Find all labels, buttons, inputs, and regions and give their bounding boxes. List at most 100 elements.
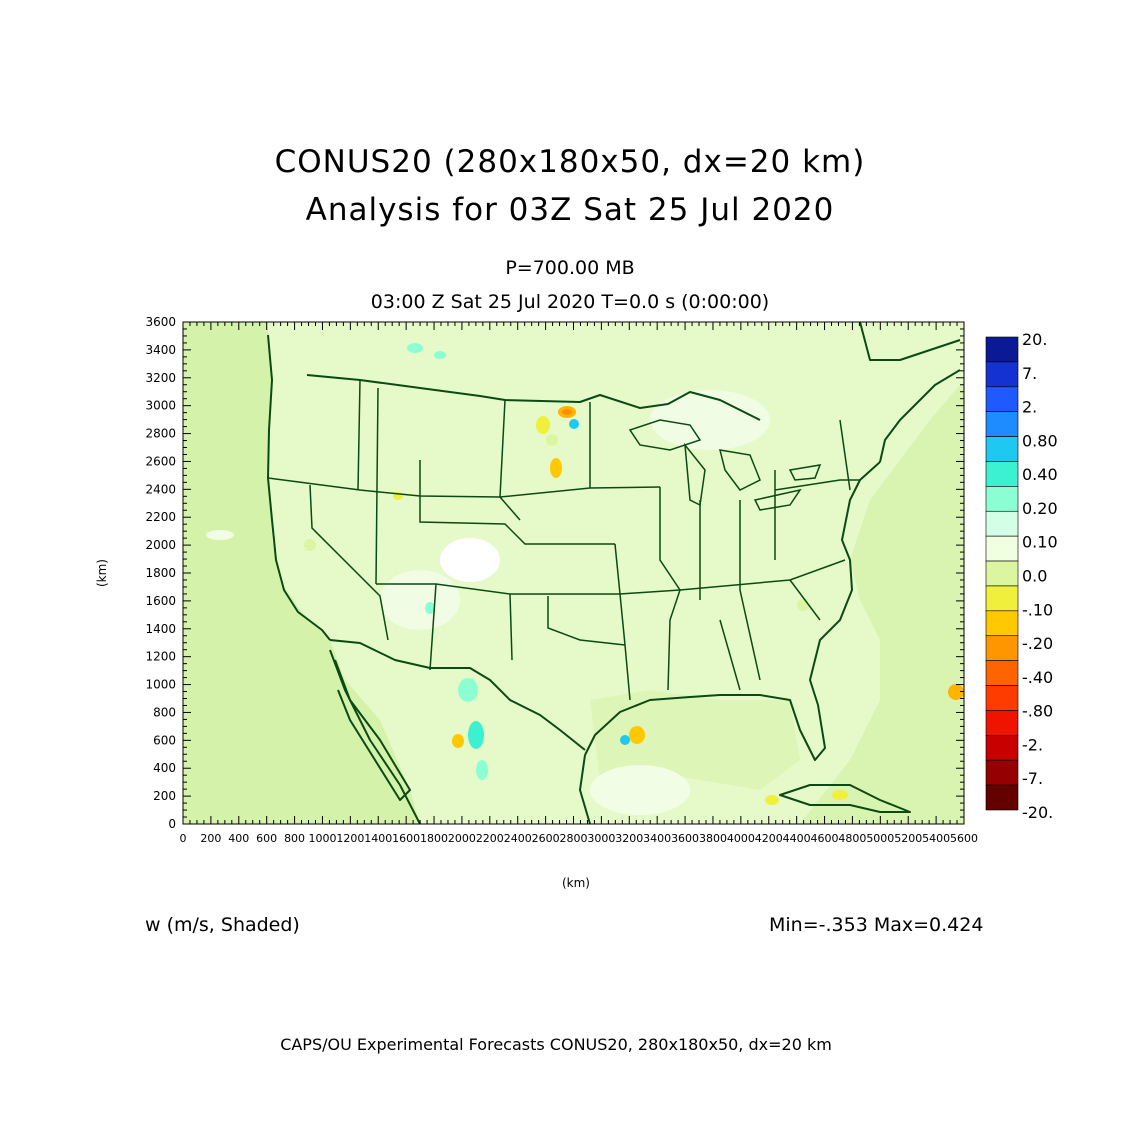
baja — [334, 659, 411, 801]
colorbar-swatch — [985, 486, 1019, 512]
great-lakes — [628, 419, 822, 511]
title-line-1: CONUS20 (280x180x50, dx=20 km) — [274, 144, 866, 180]
colorbar-swatch — [985, 735, 1019, 761]
x-tick-label: 3600 — [671, 832, 699, 845]
min-max-stats: Min=-.353 Max=0.424 — [769, 914, 984, 936]
colorbar-swatch — [985, 610, 1019, 637]
atlantic-ocean — [800, 322, 964, 824]
x-tick-label: 2400 — [504, 832, 532, 845]
colorbar-label: -20. — [1022, 803, 1053, 822]
x-tick-label: 1400 — [364, 832, 392, 845]
x-axis-label: (km) — [562, 876, 590, 890]
colorbar-swatch — [985, 436, 1019, 462]
cell — [407, 343, 423, 353]
x-tick-label: 4800 — [838, 832, 866, 845]
colorbar-swatch — [985, 560, 1019, 587]
colorbar-label: -.40 — [1022, 668, 1053, 687]
new-england — [879, 369, 961, 463]
canada-east — [859, 322, 961, 361]
x-tick-label: 1800 — [420, 832, 448, 845]
state-boundaries — [267, 379, 860, 701]
colorbar-label: 20. — [1022, 330, 1047, 349]
x-tick-label: 4400 — [783, 832, 811, 845]
colorbar-label: -.80 — [1022, 702, 1053, 721]
canada-border — [306, 374, 761, 421]
colorbar-swatch — [985, 660, 1019, 686]
cell — [562, 409, 572, 415]
colorbar-label: 0.20 — [1022, 499, 1058, 518]
x-tick-label: 1200 — [336, 832, 364, 845]
y-tick-label: 2600 — [145, 454, 176, 468]
light-patch — [650, 390, 770, 450]
light-patch — [590, 765, 690, 815]
colorbar-swatch — [985, 710, 1019, 736]
colorbar-swatch — [985, 461, 1019, 487]
colorbar-swatch — [985, 336, 1019, 363]
cell — [569, 419, 579, 429]
x-tick-label: 4200 — [755, 832, 783, 845]
colorbar-label: -2. — [1022, 735, 1043, 754]
x-tick-label: 800 — [284, 832, 305, 845]
cell — [536, 416, 550, 434]
cell — [948, 684, 964, 700]
cell — [546, 434, 558, 446]
footer-credit: CAPS/OU Experimental Forecasts CONUS20, … — [280, 1035, 832, 1054]
colorbar-label: -7. — [1022, 769, 1043, 788]
x-tick-label: 3400 — [643, 832, 671, 845]
cell — [425, 602, 435, 614]
y-tick-label: 2800 — [145, 427, 176, 441]
colorbar-swatch — [985, 535, 1019, 562]
gulf-coast — [584, 461, 881, 761]
y-axis: 0 200 400 600 800 1000 1200 1400 1600 1800 2000 220… — [145, 315, 964, 831]
pressure-level: P=700.00 MB — [505, 257, 635, 279]
colorbar-swatch — [985, 685, 1019, 711]
cell — [434, 351, 446, 359]
x-axis: 0 200 400 600 800 1000 1200 1400 1600 1800 2000 220… — [180, 322, 978, 845]
cell — [765, 795, 779, 805]
y-tick-label: 1800 — [145, 566, 176, 580]
y-tick-label: 800 — [153, 705, 176, 719]
y-tick-label: 2400 — [145, 482, 176, 496]
colorbar-label: 2. — [1022, 398, 1037, 417]
field-label: w (m/s, Shaded) — [145, 914, 300, 936]
colorbar-swatch — [985, 411, 1019, 437]
map-plot-area — [183, 322, 964, 824]
white-patch — [440, 538, 500, 582]
y-tick-label: 1400 — [145, 622, 176, 636]
cuba — [779, 784, 911, 813]
colorbar-swatch — [985, 759, 1019, 786]
colorbar-label: 0.40 — [1022, 465, 1058, 484]
colorbar-label: 0.10 — [1022, 533, 1058, 552]
x-tick-label: 3000 — [587, 832, 615, 845]
cell — [476, 760, 488, 780]
y-tick-label: 2200 — [145, 510, 176, 524]
cell — [458, 678, 478, 702]
colorbar-swatch — [985, 361, 1019, 388]
x-tick-label: 600 — [256, 832, 277, 845]
mexico-border — [329, 639, 586, 751]
colorbar-swatch — [985, 386, 1019, 412]
y-tick-label: 1000 — [145, 678, 176, 692]
colorbar-label: 7. — [1022, 364, 1037, 383]
x-tick-label: 400 — [228, 832, 249, 845]
cell — [468, 721, 484, 749]
x-tick-label: 0 — [180, 832, 187, 845]
cell — [550, 458, 562, 478]
y-tick-label: 1200 — [145, 650, 176, 664]
x-tick-label: 1600 — [392, 832, 420, 845]
mexico-pacific-coast — [329, 649, 421, 824]
y-tick-label: 600 — [153, 733, 176, 747]
valid-time: 03:00 Z Sat 25 Jul 2020 T=0.0 s (0:00:00… — [370, 291, 770, 313]
y-tick-label: 3000 — [145, 399, 176, 413]
x-tick-label: 2800 — [560, 832, 588, 845]
x-tick-label: 2200 — [476, 832, 504, 845]
us-west-coast — [267, 334, 331, 641]
x-tick-label: 5600 — [950, 832, 978, 845]
colorbar-swatch — [985, 635, 1019, 661]
y-axis-label: (km) — [95, 559, 109, 587]
y-tick-label: 3400 — [145, 343, 176, 357]
cell — [304, 539, 316, 551]
gulf — [590, 690, 800, 790]
y-tick-label: 400 — [153, 761, 176, 775]
